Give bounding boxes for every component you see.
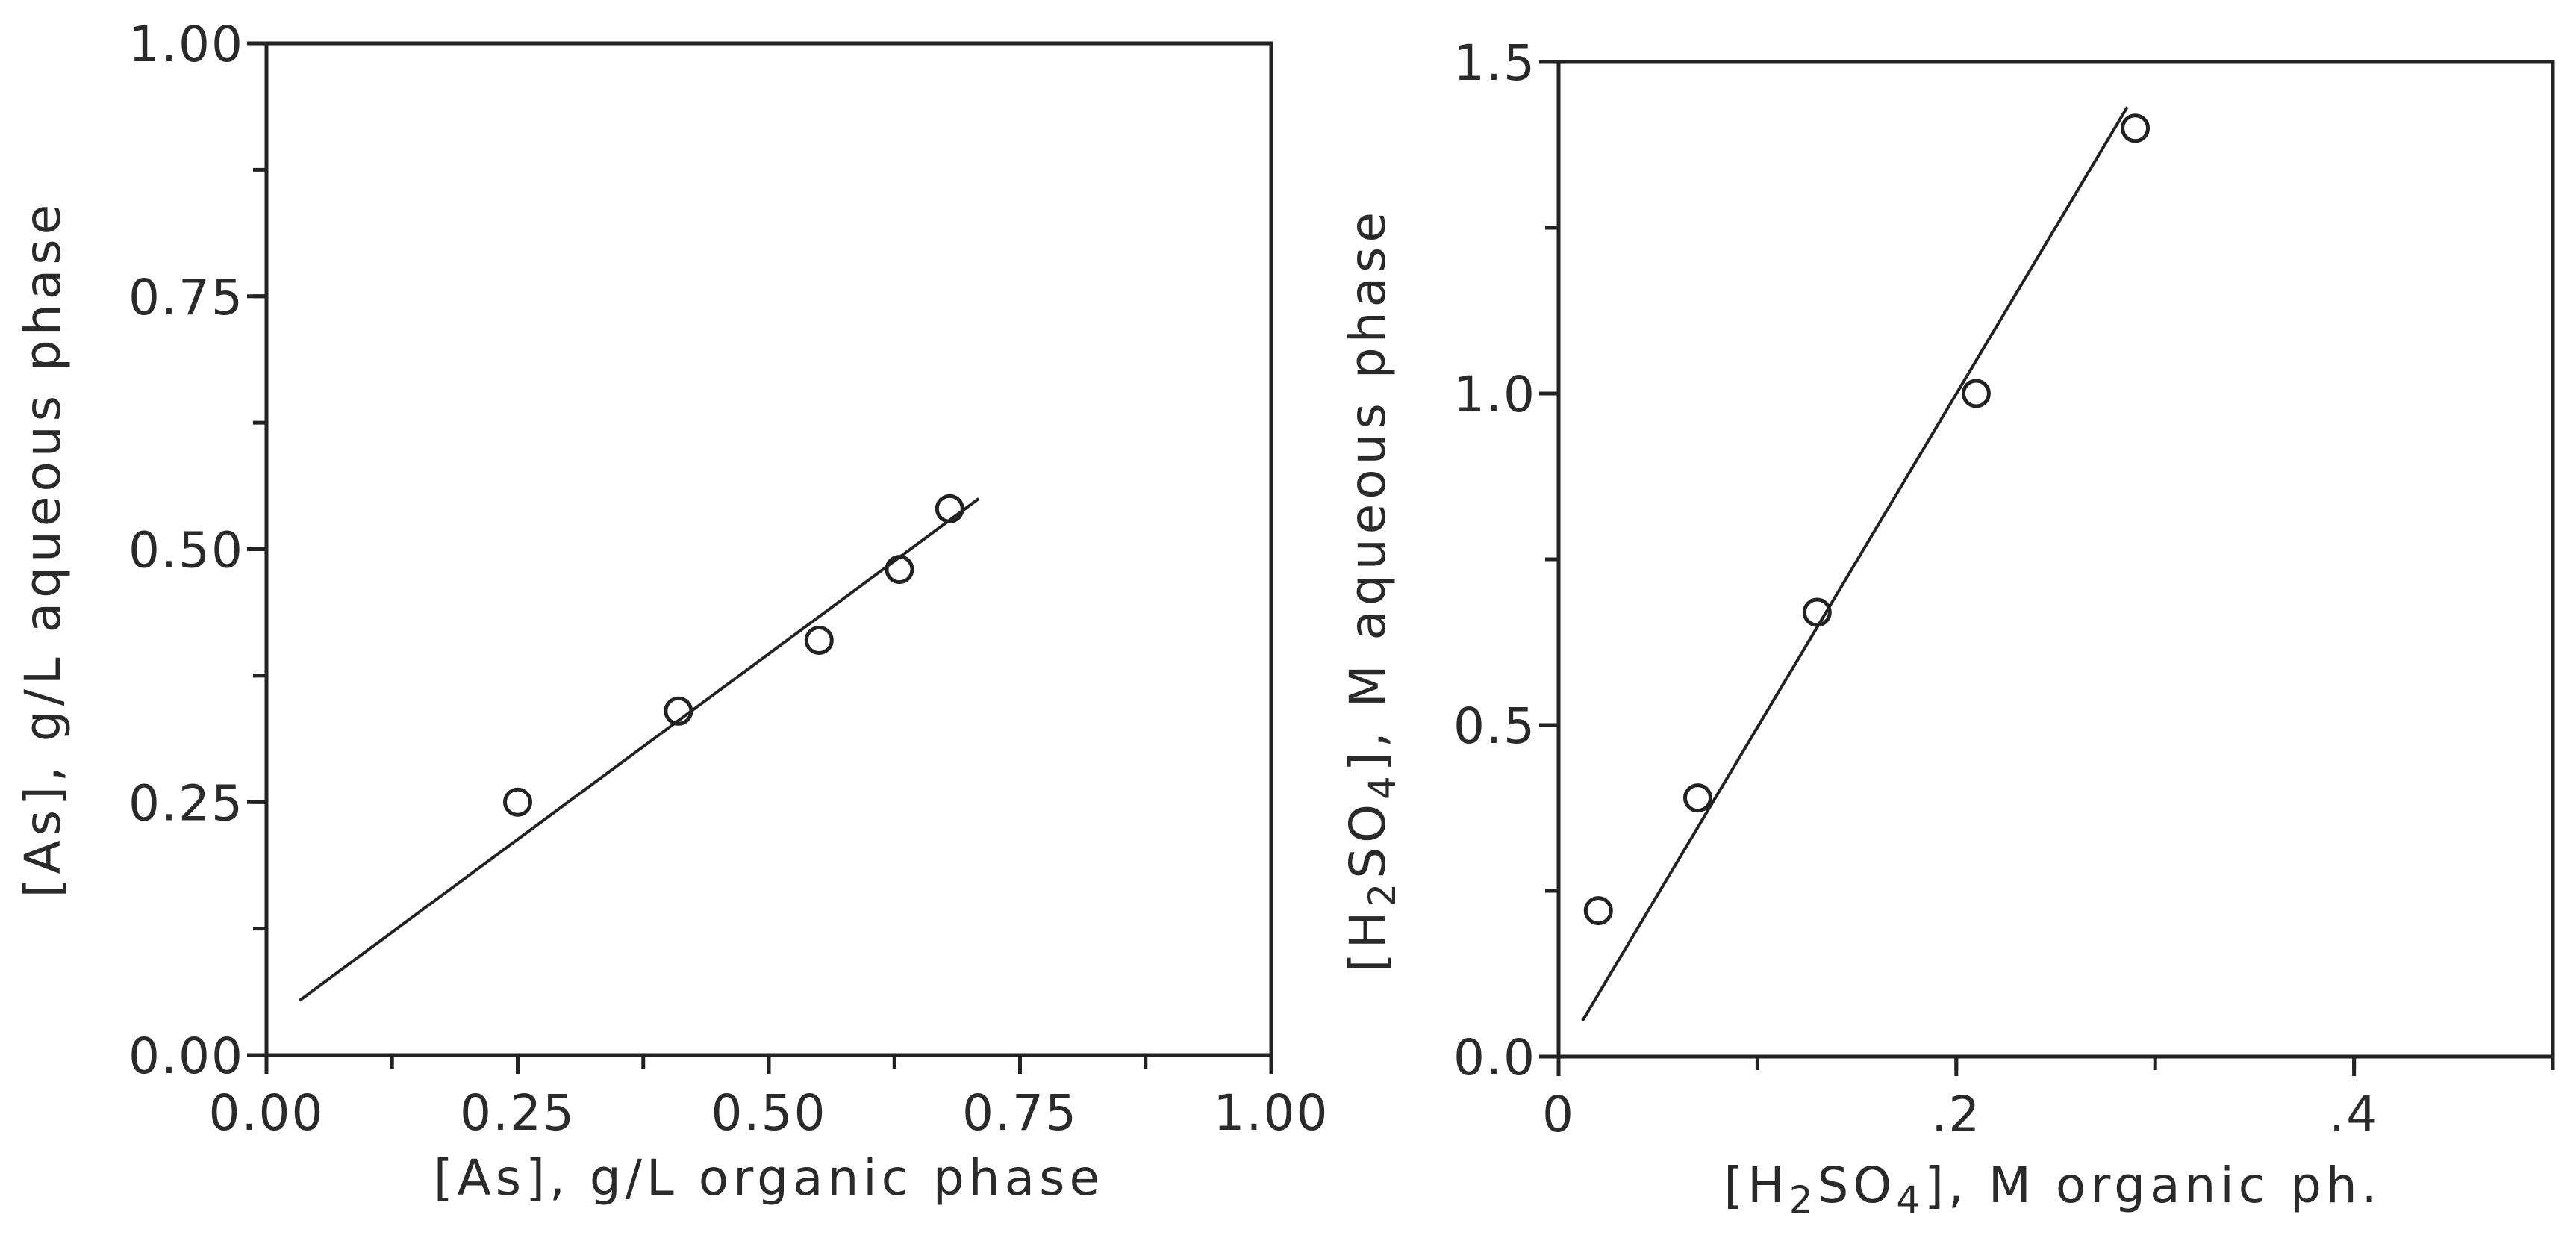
fit-line xyxy=(1581,106,2129,1022)
data-point-marker xyxy=(885,555,914,585)
data-point-marker xyxy=(1961,379,1991,408)
y-tick-label: 0.00 xyxy=(128,1027,244,1085)
data-point-marker xyxy=(935,494,964,523)
y-tick-label: 0.25 xyxy=(128,774,244,832)
y-tick-label: 1.0 xyxy=(1453,366,1536,423)
y-tick-label: 0.5 xyxy=(1453,697,1536,755)
data-point-marker xyxy=(503,787,532,817)
x-tick-label: 0.25 xyxy=(460,1084,576,1142)
data-point-marker xyxy=(1682,783,1712,813)
y-tick-label: 1.5 xyxy=(1453,34,1536,92)
x-tick-label: 0.75 xyxy=(962,1084,1078,1142)
x-tick-label: .4 xyxy=(2329,1086,2379,1143)
right-y-title-sub: 2 xyxy=(1361,879,1404,907)
y-tick-label: 0.75 xyxy=(128,269,244,326)
x-tick-label: 0 xyxy=(1542,1086,1575,1143)
y-tick-label: 0.50 xyxy=(128,522,244,579)
left-tick-labels: 0.00 0.25 0.50 0.75 1.00 0.00 0.25 0.50 0.75 1.00 xyxy=(128,16,1329,1142)
right-x-title-sub: 4 xyxy=(1896,1178,1924,1222)
left-x-axis-title: [As], g/L organic phase xyxy=(434,1149,1104,1207)
data-point-marker xyxy=(2121,113,2151,143)
right-tick-labels: 0 .2 .4 0.0 0.5 1.0 1.5 xyxy=(1453,34,2379,1143)
right-plot-frame xyxy=(1556,60,2555,1059)
right-y-title-part: SO xyxy=(1339,800,1397,879)
data-point-marker xyxy=(1583,896,1613,926)
right-x-title-part: ], M organic ph. xyxy=(1924,1157,2381,1214)
right-axis-ticks xyxy=(1539,60,2555,1076)
x-tick-label: 1.00 xyxy=(1214,1084,1329,1142)
x-tick-label: 0.00 xyxy=(209,1084,325,1142)
left-data-series xyxy=(299,494,980,1002)
right-x-title-sub: 2 xyxy=(1789,1178,1818,1222)
y-tick-label: 1.00 xyxy=(128,16,244,73)
fit-line xyxy=(299,497,980,1002)
left-plot-frame xyxy=(264,41,1273,1057)
x-tick-label: 0.50 xyxy=(711,1084,827,1142)
left-y-axis-title: [As], g/L aqueous phase xyxy=(14,200,72,898)
data-point-marker xyxy=(804,625,834,655)
right-y-title-part: ], M aqueous phase xyxy=(1339,208,1397,771)
right-data-series xyxy=(1581,106,2151,1022)
right-chart: 0.2.40.00.51.01.5 [H2SO4], M organic ph.… xyxy=(1339,34,2555,1222)
right-y-title-part: [H xyxy=(1339,907,1397,972)
right-x-axis-title: [H2SO4], M organic ph. xyxy=(1724,1157,2381,1222)
y-tick-label: 0.0 xyxy=(1453,1029,1536,1086)
right-x-title-part: [H xyxy=(1724,1157,1788,1214)
right-y-axis-title: [H2SO4], M aqueous phase xyxy=(1339,208,1404,972)
x-tick-label: .2 xyxy=(1931,1086,1981,1143)
right-y-title-sub: 4 xyxy=(1361,771,1404,800)
right-x-title-part: SO xyxy=(1818,1157,1897,1214)
left-chart: 0.00 0.25 0.50 0.75 1.00 0.00 0.25 0.50 0.75 1.00… xyxy=(14,16,1329,1207)
left-axis-ticks xyxy=(247,41,1273,1074)
